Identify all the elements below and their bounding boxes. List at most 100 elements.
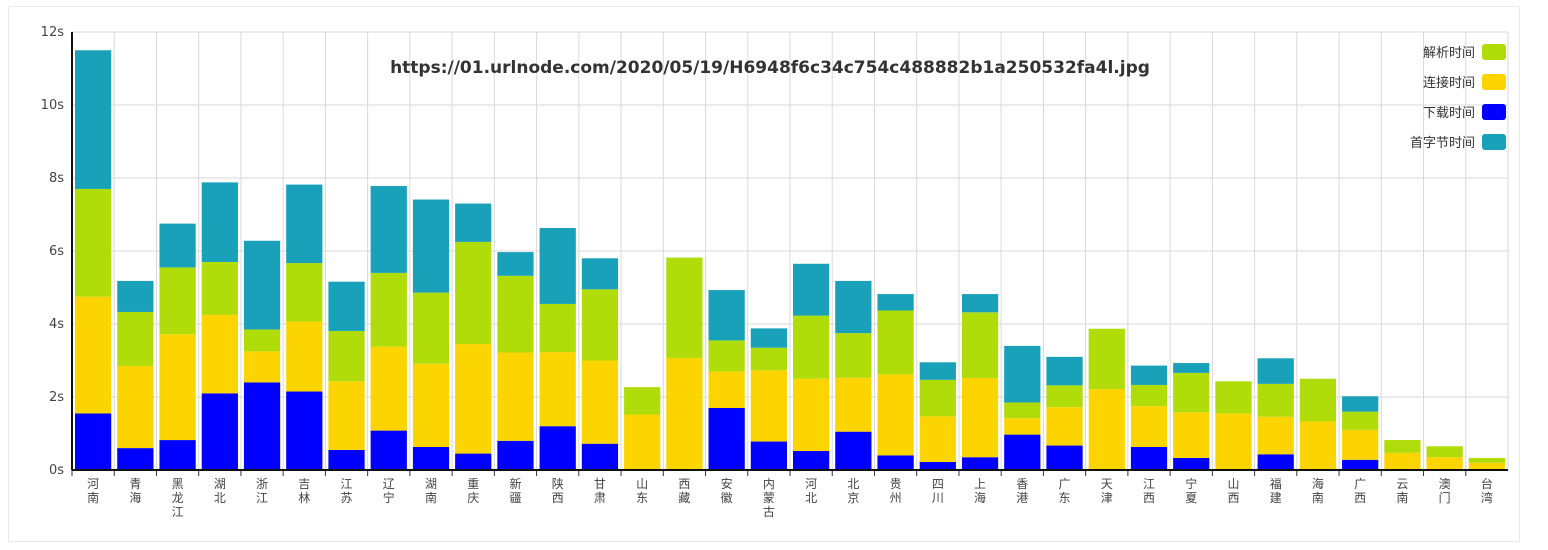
bar-segment [201,393,238,470]
bar-segment [624,414,661,470]
bar-segment [1088,328,1125,389]
y-tick-label: 0s [49,463,64,478]
y-tick-label: 2s [49,390,64,405]
x-tick-label: 浙江 [256,477,268,505]
bar-segment [497,440,534,470]
bar-segment [117,365,154,449]
bar-segment [1257,358,1294,384]
bar-segment [961,378,999,458]
bar-segment [1342,459,1379,470]
y-tick-label: 6s [49,244,64,259]
bar-segment [75,413,112,470]
bar-segment [412,199,450,293]
bar-segment [708,290,745,341]
x-tick-label: 澳门 [1439,477,1451,505]
bar-segment [581,360,619,444]
bar-segment [497,275,534,353]
bar-segment [1257,416,1294,455]
bar-segment [1004,402,1041,419]
x-tick-label: 青海 [129,477,141,505]
x-tick-label: 上海 [974,477,986,505]
bar-segment [286,184,323,264]
axis-layer: 0s 2s 4s 6s 8s 10s 12s 河南 青海 黑龙江 湖北 浙江 吉林 江苏 辽宁 湖南 重庆 新疆 陕… [41,25,1508,519]
x-tick-label: 吉林 [298,477,310,505]
bar-segment [1173,412,1210,458]
bar-segment [961,294,999,313]
bar-segment [1426,446,1463,458]
bar-segment [1299,378,1337,422]
bar-segment [666,257,703,358]
x-tick-label: 福建 [1270,476,1282,505]
bar-segment [750,370,787,442]
x-tick-label: 湖南 [425,476,437,505]
bar-segment [539,426,576,470]
x-tick-label: 安徽 [721,476,733,505]
bar-segment [201,182,238,262]
bar-segment [835,280,872,334]
x-tick-label: 江西 [1143,477,1155,505]
bar-segment [370,272,407,347]
bar-segment [75,296,112,414]
bar-segment [666,357,703,470]
x-tick-label: 黑龙江 [172,477,184,519]
bar-segment [328,330,365,382]
bar-segment [835,333,872,378]
bar-segment [877,455,914,470]
x-tick-label: 湖北 [214,476,226,505]
bar-segment [1130,406,1168,448]
bar-segment [961,312,999,379]
bar-segment [159,440,196,470]
bars-layer [75,50,1505,470]
bar-segment [243,351,281,383]
bar-segment [1342,411,1379,430]
bar-segment [961,457,999,470]
bar-segment [1468,462,1505,470]
bar-segment [412,447,450,470]
bar-segment [539,228,576,304]
bar-segment [708,371,745,408]
bar-segment [1046,407,1083,446]
x-tick-label: 广西 [1354,477,1366,505]
bar-segment [793,451,830,470]
x-tick-label: 山东 [636,477,648,505]
bar-segment [117,280,154,312]
x-tick-label: 西藏 [678,477,690,505]
bar-segment [877,294,914,311]
grid-layer [71,31,1509,471]
bar-segment [835,377,872,432]
chart-title: https://01.urlnode.com/2020/05/19/H6948f… [390,58,1150,78]
bar-segment [328,281,365,331]
y-tick-label: 4s [49,317,64,332]
bar-segment [159,334,196,441]
x-tick-label: 广东 [1059,477,1071,505]
bar-segment [1130,447,1168,470]
x-tick-label: 北京 [847,477,859,505]
x-tick-label: 河北 [805,477,817,505]
bar-segment [750,347,787,371]
bar-segment [243,240,281,330]
bar-segment [581,258,619,290]
bar-segment [750,328,787,348]
bar-segment [286,391,323,470]
x-tick-label: 新疆 [509,476,521,505]
bar-segment [1130,384,1168,407]
bar-segment [455,203,492,242]
bar-segment [1215,381,1252,414]
bar-segment [75,50,112,189]
bar-segment [919,379,956,417]
bar-segment [919,416,956,462]
bar-segment [1088,388,1125,470]
bar-segment [1004,434,1041,470]
legend-swatch [1482,44,1506,60]
bar-segment [581,289,619,361]
bar-segment [328,381,365,450]
bar-segment [370,346,407,431]
x-tick-label: 云南 [1396,477,1408,505]
bar-segment [455,344,492,454]
bar-segment [1384,440,1421,453]
bar-segment [117,448,154,470]
bar-segment [793,263,830,316]
bar-segment [539,352,576,427]
bar-segment [370,186,407,273]
